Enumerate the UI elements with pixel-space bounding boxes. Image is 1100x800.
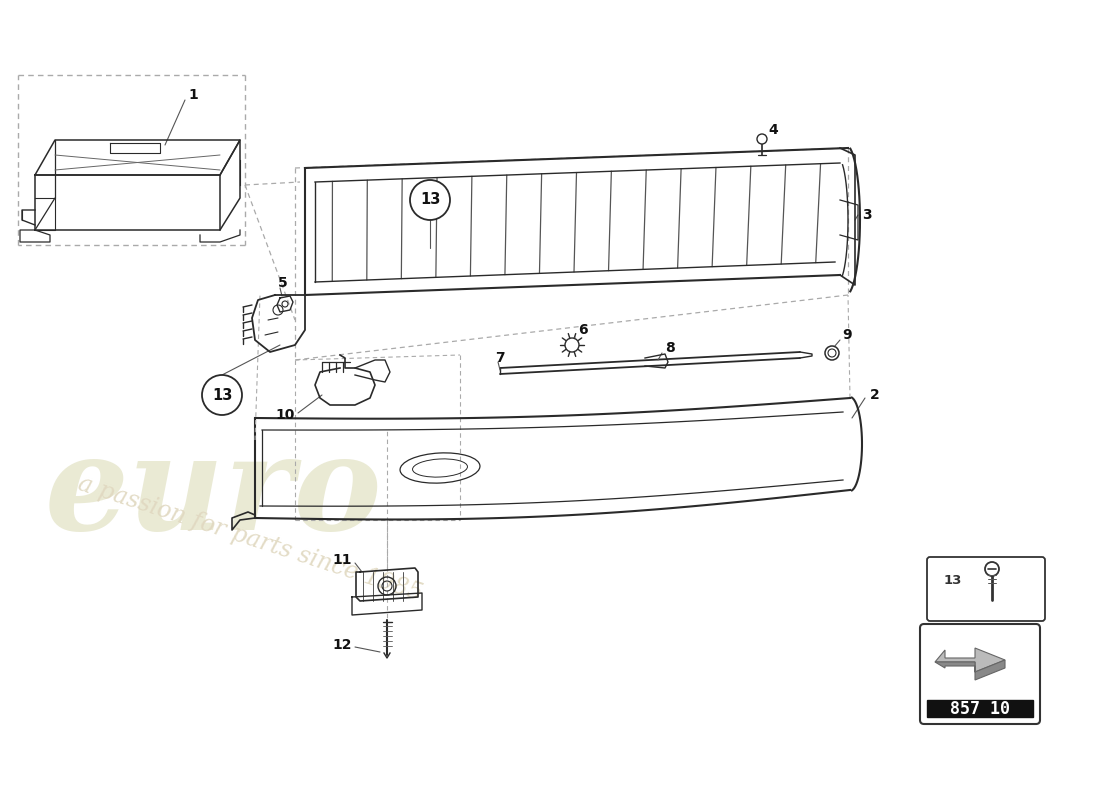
Circle shape [565, 338, 579, 352]
Text: 9: 9 [842, 328, 851, 342]
Text: 10: 10 [276, 408, 295, 422]
Text: 5: 5 [278, 276, 288, 290]
Circle shape [410, 180, 450, 220]
Text: 1: 1 [188, 88, 198, 102]
FancyBboxPatch shape [927, 557, 1045, 621]
Text: 4: 4 [768, 123, 778, 137]
Text: 12: 12 [332, 638, 352, 652]
Text: 857 10: 857 10 [950, 700, 1010, 718]
Text: 11: 11 [332, 553, 352, 567]
Circle shape [202, 375, 242, 415]
Polygon shape [935, 648, 1005, 672]
Circle shape [825, 346, 839, 360]
Text: 7: 7 [495, 351, 505, 365]
Text: 8: 8 [666, 341, 674, 355]
Text: euro: euro [45, 429, 383, 558]
Text: 13: 13 [212, 387, 232, 402]
Text: 2: 2 [870, 388, 880, 402]
Text: a passion for parts since 1985: a passion for parts since 1985 [75, 472, 425, 605]
Text: 6: 6 [578, 323, 587, 337]
Text: 13: 13 [944, 574, 962, 586]
Text: 3: 3 [862, 208, 871, 222]
Circle shape [828, 349, 836, 357]
FancyBboxPatch shape [920, 624, 1040, 724]
Circle shape [757, 134, 767, 144]
Polygon shape [935, 660, 1005, 680]
Circle shape [984, 562, 999, 576]
Bar [927, 700, 1033, 717]
Text: 13: 13 [420, 193, 440, 207]
